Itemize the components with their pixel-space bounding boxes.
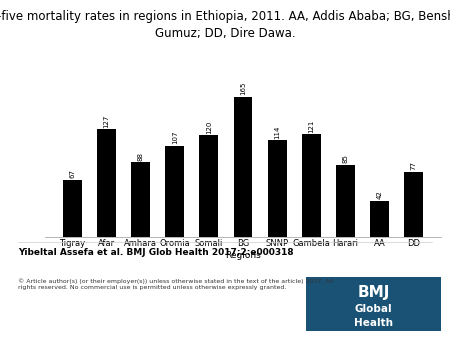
Bar: [165, 146, 184, 237]
Text: © Article author(s) (or their employer(s)) unless otherwise stated in the text o: © Article author(s) (or their employer(s…: [18, 279, 333, 290]
X-axis label: Regions: Regions: [225, 251, 261, 260]
Text: 121: 121: [308, 119, 314, 132]
Text: 107: 107: [172, 131, 178, 145]
Text: 114: 114: [274, 125, 280, 139]
Bar: [268, 140, 287, 237]
Text: 120: 120: [206, 120, 212, 134]
Bar: [234, 97, 252, 237]
Text: 67: 67: [69, 169, 76, 178]
Bar: [336, 165, 355, 237]
Text: Under-five mortality rates in regions in Ethiopia, 2011. AA, Addis Ababa; BG, Be: Under-five mortality rates in regions in…: [0, 10, 450, 40]
Text: 165: 165: [240, 82, 246, 95]
Text: BMJ: BMJ: [357, 285, 390, 300]
Text: 127: 127: [104, 114, 109, 127]
Bar: [404, 171, 423, 237]
Text: 77: 77: [410, 161, 417, 170]
Text: Global: Global: [355, 304, 392, 314]
Text: 88: 88: [138, 151, 144, 161]
Text: 42: 42: [377, 191, 382, 199]
Bar: [131, 162, 150, 237]
Text: Health: Health: [354, 318, 393, 328]
Bar: [370, 201, 389, 237]
Text: Yibeltal Assefa et al. BMJ Glob Health 2017;2:e000318: Yibeltal Assefa et al. BMJ Glob Health 2…: [18, 248, 293, 258]
Bar: [199, 135, 218, 237]
Text: 85: 85: [342, 154, 348, 163]
Bar: [97, 129, 116, 237]
Bar: [302, 134, 321, 237]
Bar: [63, 180, 82, 237]
